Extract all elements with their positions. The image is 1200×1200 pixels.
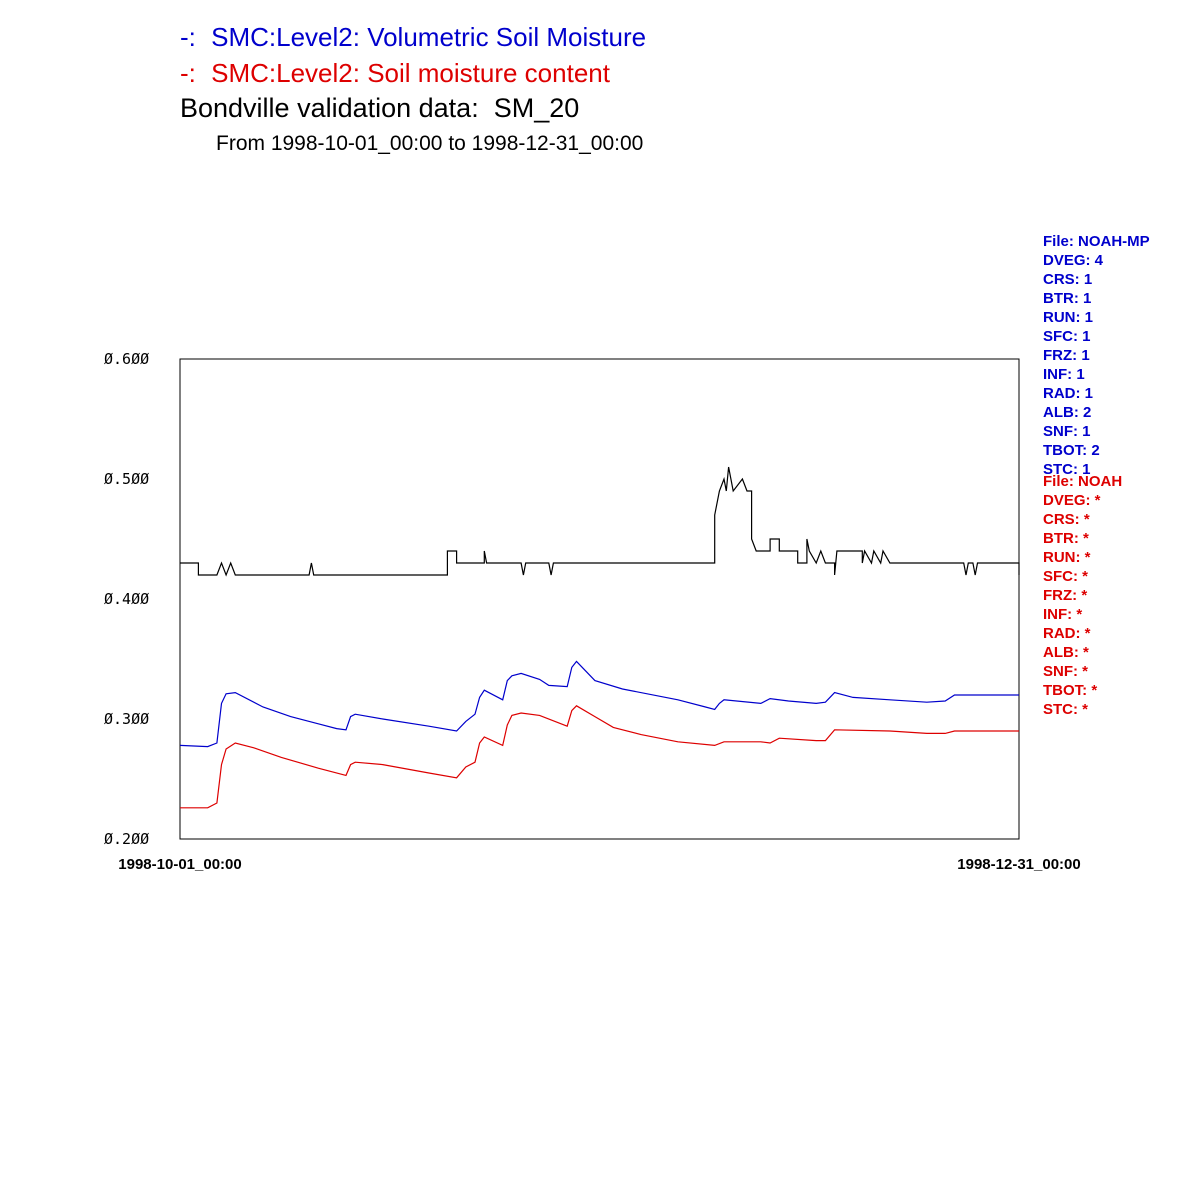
legend-noah-mp-item: STC: 1 [1043, 461, 1091, 478]
legend-noah-mp-item: CRS: 1 [1043, 271, 1093, 288]
legend-noah-item: INF: * [1043, 606, 1083, 623]
legend-noah-item: BTR: * [1043, 530, 1089, 547]
legend-noah-mp-item: SNF: 1 [1043, 423, 1091, 440]
series-line-3 [180, 466, 1020, 577]
legend-noah-mp-item: File: NOAH-MP [1043, 233, 1150, 250]
legend-noah-item: DVEG: * [1043, 492, 1101, 509]
y-tick-label: Ø.2ØØ [104, 830, 149, 848]
series-title-2-text: SMC:Level2: Soil moisture content [211, 58, 610, 88]
y-tick-label: Ø.3ØØ [104, 710, 149, 728]
plot-frame [179, 358, 1020, 840]
y-tick-label: Ø.5ØØ [104, 470, 149, 488]
legend-noah-item: RAD: * [1043, 625, 1091, 642]
legend-noah: File: NOAH DVEG: * CRS: * BTR: * RUN: * SFC: … [1043, 472, 1122, 719]
series-title-1-text: SMC:Level2: Volumetric Soil Moisture [211, 22, 647, 52]
legend-noah-item: STC: * [1043, 701, 1088, 718]
y-tick-label: Ø.6ØØ [104, 350, 149, 368]
legend-noah-item: TBOT: * [1043, 682, 1098, 699]
series-title-line-2: -: SMC:Level2: Soil moisture content [180, 58, 610, 89]
legend-noah-item: ALB: * [1043, 644, 1089, 661]
legend-noah-item: SFC: * [1043, 568, 1088, 585]
legend-noah-mp-item: ALB: 2 [1043, 404, 1092, 421]
legend-noah-mp-item: RAD: 1 [1043, 385, 1094, 402]
legend-noah-item: RUN: * [1043, 549, 1091, 566]
legend-noah-mp: File: NOAH-MP DVEG: 4 CRS: 1 BTR: 1 RUN: 1 SF… [1043, 232, 1150, 479]
legend-noah-mp-item: INF: 1 [1043, 366, 1085, 383]
legend-noah-item: FRZ: * [1043, 587, 1088, 604]
legend-noah-item: CRS: * [1043, 511, 1090, 528]
series-line-2 [180, 705, 1019, 809]
y-tick-label: Ø.4ØØ [104, 590, 149, 608]
legend-noah-mp-item: FRZ: 1 [1043, 347, 1090, 364]
series-title-1-prefix: -: [180, 22, 196, 52]
chart-subheading: From 1998-10-01_00:00 to 1998-12-31_00:0… [216, 132, 644, 155]
chart-heading: Bondville validation data: SM_20 [180, 93, 580, 123]
x-tick-label: 1998-12-31_00:00 [957, 856, 1080, 873]
x-tick-label: 1998-10-01_00:00 [118, 856, 241, 873]
legend-noah-mp-item: DVEG: 4 [1043, 252, 1104, 269]
legend-noah-mp-item: SFC: 1 [1043, 328, 1091, 345]
series-line-1 [179, 660, 1019, 748]
legend-noah-item: File: NOAH [1043, 473, 1123, 490]
legend-noah-mp-item: RUN: 1 [1043, 309, 1094, 326]
series-title-2-prefix: -: [180, 58, 196, 88]
legend-noah-mp-item: BTR: 1 [1043, 290, 1092, 307]
legend-noah-mp-item: TBOT: 2 [1043, 442, 1100, 459]
legend-noah-item: SNF: * [1043, 663, 1088, 680]
series-title-line-1: -: SMC:Level2: Volumetric Soil Moisture [180, 22, 646, 53]
